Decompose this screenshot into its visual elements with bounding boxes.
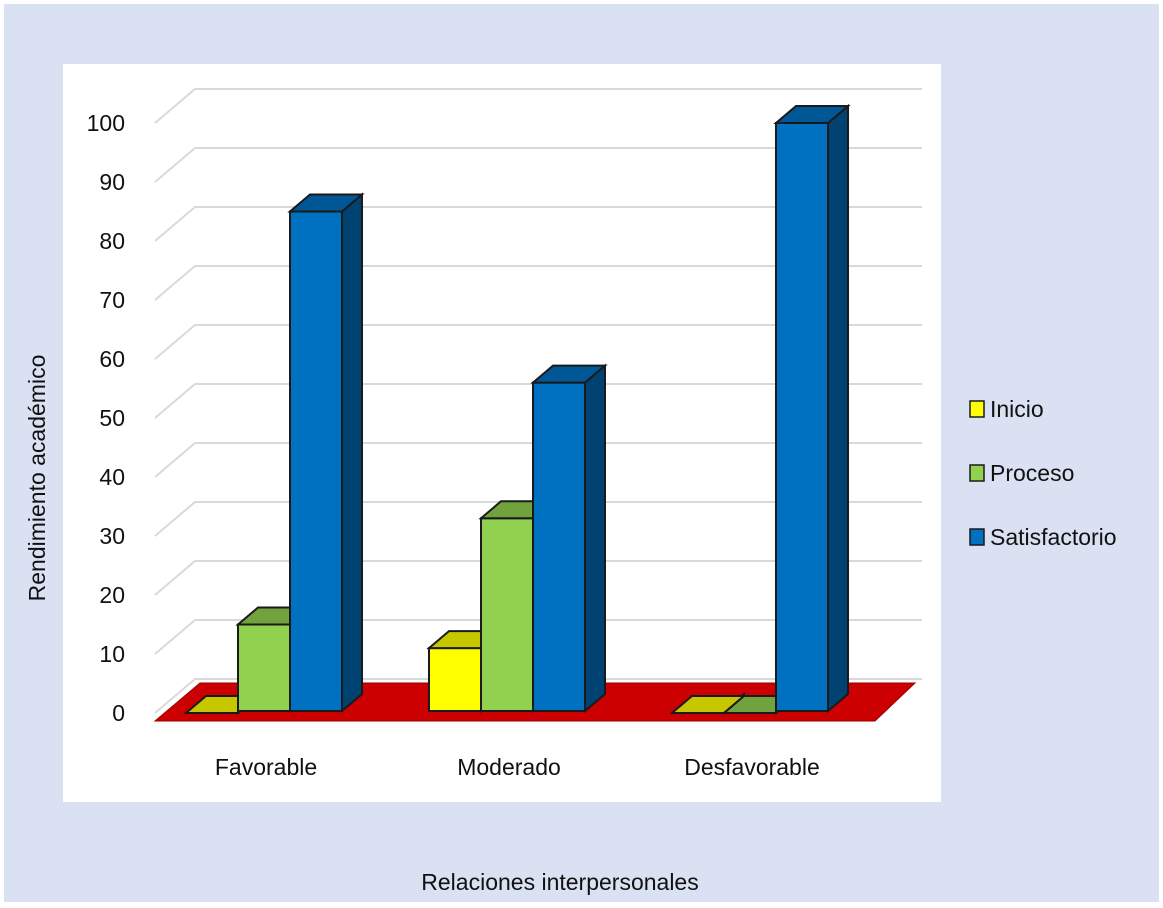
- y-tick-label: 90: [99, 169, 125, 195]
- bar: [287, 192, 365, 714]
- gridline: [154, 383, 922, 419]
- gridline: [154, 442, 922, 478]
- legend: Inicio Proceso Satisfactorio: [969, 396, 1117, 550]
- gridline: [154, 501, 922, 537]
- bar-front: [237, 623, 291, 712]
- y-tick-label: 0: [112, 700, 125, 726]
- x-category-label: Favorable: [215, 754, 317, 780]
- y-tick-label: 80: [99, 228, 125, 254]
- gridline: [154, 147, 922, 183]
- bar-front: [289, 210, 343, 712]
- legend-swatch: [969, 528, 985, 546]
- bars: [183, 103, 851, 716]
- x-category-label: Moderado: [457, 754, 561, 780]
- legend-label: Proceso: [990, 460, 1074, 486]
- gridline: [154, 324, 922, 360]
- gridline: [154, 88, 922, 124]
- bar-top: [773, 105, 851, 124]
- gridline: [154, 560, 922, 596]
- y-axis-title: Rendimiento académico: [24, 355, 50, 602]
- y-tick-label: 50: [99, 405, 125, 431]
- bar-front: [532, 381, 586, 712]
- gridline: [154, 206, 922, 242]
- gridlines: [154, 88, 922, 714]
- y-tick-label: 20: [99, 582, 125, 608]
- y-tick-label: 100: [87, 110, 125, 136]
- bar-top: [530, 364, 608, 384]
- y-tick-label: 10: [99, 641, 125, 667]
- bar-top: [287, 193, 365, 213]
- y-tick-label: 70: [99, 287, 125, 313]
- y-tick-label: 30: [99, 523, 125, 549]
- x-axis-categories: Favorable Moderado Desfavorable: [215, 754, 820, 780]
- bar-front: [428, 647, 482, 712]
- gridline: [154, 265, 922, 301]
- y-axis-ticks: 0 10 20 30 40 50 60 70 80 90 100: [87, 110, 125, 726]
- bar-side: [584, 363, 606, 714]
- legend-swatch: [969, 400, 985, 418]
- y-tick-label: 40: [99, 464, 125, 490]
- bar-side: [827, 103, 849, 714]
- y-tick-label: 60: [99, 346, 125, 372]
- bar: [773, 103, 851, 714]
- bar-front: [775, 122, 829, 712]
- bar: [530, 363, 608, 714]
- legend-swatch: [969, 464, 985, 482]
- bar-side: [341, 192, 363, 714]
- legend-label: Inicio: [990, 396, 1044, 422]
- bar-front: [480, 517, 534, 712]
- gridline: [154, 619, 922, 655]
- legend-label: Satisfactorio: [990, 524, 1117, 550]
- gridline: [154, 678, 922, 714]
- x-category-label: Desfavorable: [684, 754, 820, 780]
- x-axis-title: Relaciones interpersonales: [421, 869, 698, 895]
